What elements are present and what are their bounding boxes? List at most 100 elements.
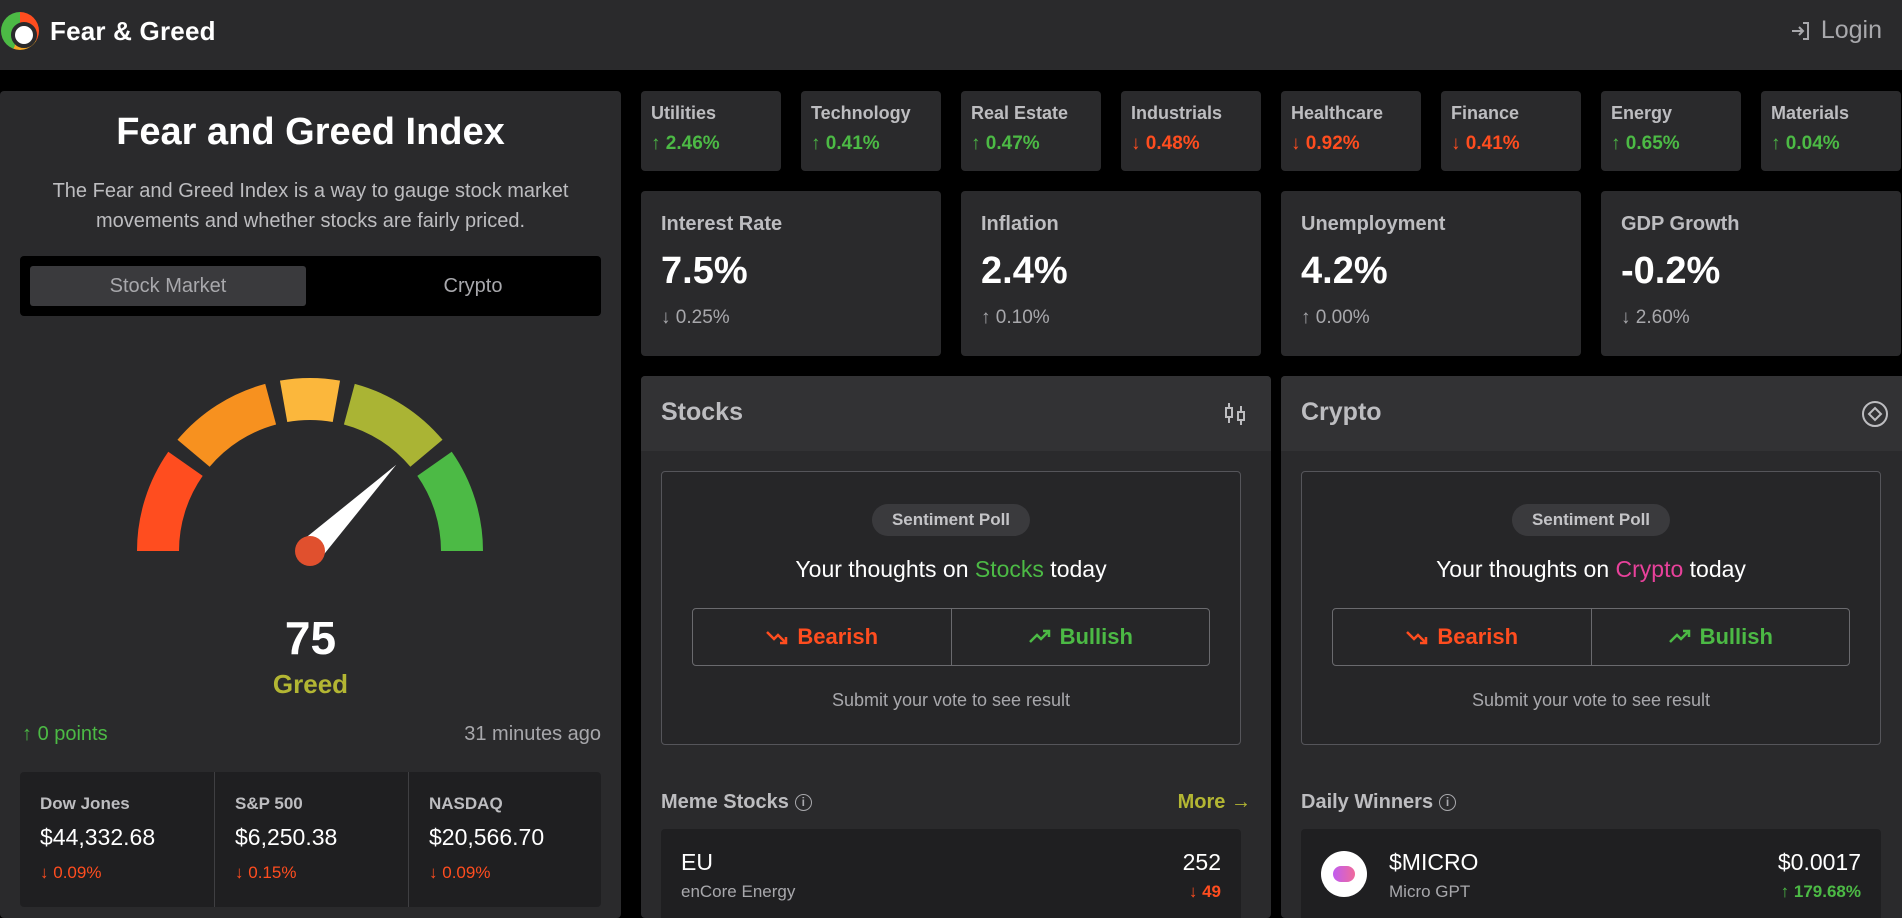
index-dow-jones[interactable]: Dow Jones $44,332.68 ↓ 0.09% xyxy=(20,772,213,907)
info-icon[interactable]: i xyxy=(1439,794,1457,811)
arrow-up-icon: ↑ xyxy=(1301,307,1311,328)
coin-ticker: $MICRO xyxy=(1389,849,1479,875)
sector-name: Finance xyxy=(1451,103,1520,123)
sector-change: ↑ 2.46% xyxy=(651,133,720,154)
arrow-down-icon: ↓ xyxy=(40,863,49,882)
tab-crypto[interactable]: Crypto xyxy=(443,275,503,297)
gauge-segment-extreme-fear xyxy=(137,451,204,552)
sector-change: ↓ 0.48% xyxy=(1131,133,1200,154)
arrow-down-icon: ↓ xyxy=(1131,133,1141,154)
crypto-panel: Crypto Sentiment Poll Your thoughts on C… xyxy=(1281,376,1902,918)
index-change: ↓ 0.09% xyxy=(429,863,491,882)
index-score: 75 xyxy=(284,612,337,664)
arrow-up-icon: ↑ xyxy=(651,133,661,154)
arrow-up-icon: ↑ xyxy=(811,133,821,154)
crypto-coin-icon[interactable] xyxy=(1861,400,1889,428)
sector-name: Materials xyxy=(1771,103,1850,123)
login-button[interactable]: Login xyxy=(1789,16,1882,45)
index-sp500[interactable]: S&P 500 $6,250.38 ↓ 0.15% xyxy=(214,772,407,907)
poll-badge: Sentiment Poll xyxy=(1511,504,1671,536)
sector-technology[interactable]: Technology ↑ 0.41% xyxy=(801,91,941,171)
bearish-label: Bearish xyxy=(797,624,879,649)
arrow-up-icon: ↑ xyxy=(981,307,991,328)
stock-change: ↓ 49 xyxy=(1188,882,1221,901)
sector-energy[interactable]: Energy ↑ 0.65% xyxy=(1601,91,1741,171)
sector-utilities[interactable]: Utilities ↑ 2.46% xyxy=(641,91,781,171)
coin-price: $0.0017 xyxy=(1777,849,1861,875)
panel-title: Fear and Greed Index xyxy=(116,111,505,153)
sector-finance[interactable]: Finance ↓ 0.41% xyxy=(1441,91,1581,171)
macro-unemployment[interactable]: Unemployment 4.2% ↑ 0.00% xyxy=(1281,191,1581,356)
sector-change: ↓ 0.41% xyxy=(1451,133,1520,154)
macro-change: ↓ 2.60% xyxy=(1621,307,1690,328)
info-icon[interactable]: i xyxy=(794,794,812,811)
sector-materials[interactable]: Materials ↑ 0.04% xyxy=(1761,91,1901,171)
bullish-button[interactable]: Bullish xyxy=(1590,609,1850,665)
macro-change: ↓ 0.25% xyxy=(661,307,730,328)
tab-stock-market[interactable]: Stock Market xyxy=(30,266,306,306)
index-value: $6,250.38 xyxy=(235,824,338,850)
top-bar: Fear & Greed Login xyxy=(0,0,1902,70)
bullish-button[interactable]: Bullish xyxy=(950,609,1210,665)
stock-ticker: EU xyxy=(681,849,713,875)
macro-gdp-growth[interactable]: GDP Growth -0.2% ↓ 2.60% xyxy=(1601,191,1901,356)
arrow-down-icon: ↓ xyxy=(1291,133,1301,154)
coin-avatar-icon xyxy=(1321,851,1367,897)
candlestick-icon[interactable] xyxy=(1221,400,1249,428)
gauge-needle-hub xyxy=(295,536,325,566)
vote-buttons: Bearish Bullish xyxy=(1332,608,1850,666)
arrow-up-icon: ↑ xyxy=(1780,882,1790,901)
arrow-down-icon: ↓ xyxy=(1621,307,1631,328)
vote-buttons: Bearish Bullish xyxy=(692,608,1210,666)
fear-greed-panel: Fear and Greed Index The Fear and Greed … xyxy=(0,91,621,918)
list-item[interactable]: EU enCore Energy 252 ↓ 49 xyxy=(661,829,1241,918)
coin-change: ↑ 179.68% xyxy=(1780,882,1861,901)
sector-industrials[interactable]: Industrials ↓ 0.48% xyxy=(1121,91,1261,171)
points-text: 0 points xyxy=(37,723,108,745)
sector-name: Utilities xyxy=(651,103,717,123)
index-value: $20,566.70 xyxy=(429,824,545,850)
login-label: Login xyxy=(1820,16,1882,44)
index-name: S&P 500 xyxy=(235,794,303,813)
bearish-button[interactable]: Bearish xyxy=(693,609,951,665)
logo-icon[interactable] xyxy=(1,12,39,50)
bullish-label: Bullish xyxy=(1059,624,1133,649)
bearish-button[interactable]: Bearish xyxy=(1333,609,1591,665)
gauge-segment-greed xyxy=(343,383,443,468)
stocks-header: Stocks xyxy=(641,376,1271,451)
arrow-up-icon: ↑ xyxy=(1611,133,1621,154)
login-icon xyxy=(1791,21,1809,40)
macro-value: 2.4% xyxy=(981,250,1068,292)
arrow-up-icon: ↑ xyxy=(1771,133,1781,154)
stocks-title: Stocks xyxy=(661,398,743,426)
poll-badge: Sentiment Poll xyxy=(871,504,1031,536)
macro-name: Interest Rate xyxy=(661,213,783,235)
macro-name: Inflation xyxy=(981,213,1059,235)
arrow-right-icon: → xyxy=(1231,791,1251,813)
macro-value: 7.5% xyxy=(661,250,748,292)
sector-name: Healthcare xyxy=(1291,103,1384,123)
gauge-segment-neutral xyxy=(279,378,341,423)
arrow-down-icon: ↓ xyxy=(661,307,671,328)
macro-inflation[interactable]: Inflation 2.4% ↑ 0.10% xyxy=(961,191,1261,356)
stocks-sentiment-poll: Sentiment Poll Your thoughts on Stocks t… xyxy=(661,471,1241,745)
stocks-panel: Stocks Sentiment Poll Your thoughts on S… xyxy=(641,376,1271,918)
sector-change: ↑ 0.04% xyxy=(1771,133,1840,154)
index-change: ↓ 0.09% xyxy=(40,863,102,882)
sector-healthcare[interactable]: Healthcare ↓ 0.92% xyxy=(1281,91,1421,171)
index-name: Dow Jones xyxy=(40,794,130,813)
macro-name: GDP Growth xyxy=(1621,213,1740,235)
sector-name: Real Estate xyxy=(971,103,1069,123)
macro-interest-rate[interactable]: Interest Rate 7.5% ↓ 0.25% xyxy=(641,191,941,356)
index-nasdaq[interactable]: NASDAQ $20,566.70 ↓ 0.09% xyxy=(408,772,601,907)
arrow-down-icon: ↓ xyxy=(235,863,244,882)
sector-real-estate[interactable]: Real Estate ↑ 0.47% xyxy=(961,91,1101,171)
macro-name: Unemployment xyxy=(1301,213,1446,235)
more-link[interactable]: More → xyxy=(1177,791,1251,813)
brand-name[interactable]: Fear & Greed xyxy=(50,16,216,46)
sector-change: ↓ 0.92% xyxy=(1291,133,1360,154)
market-indices: Dow Jones $44,332.68 ↓ 0.09% S&P 500 $6,… xyxy=(20,772,601,907)
daily-winners-heading: Daily Winners i xyxy=(1301,791,1457,814)
list-item[interactable]: $MICRO Micro GPT $0.0017 ↑ 179.68% xyxy=(1301,829,1881,918)
crypto-sentiment-poll: Sentiment Poll Your thoughts on Crypto t… xyxy=(1301,471,1881,745)
